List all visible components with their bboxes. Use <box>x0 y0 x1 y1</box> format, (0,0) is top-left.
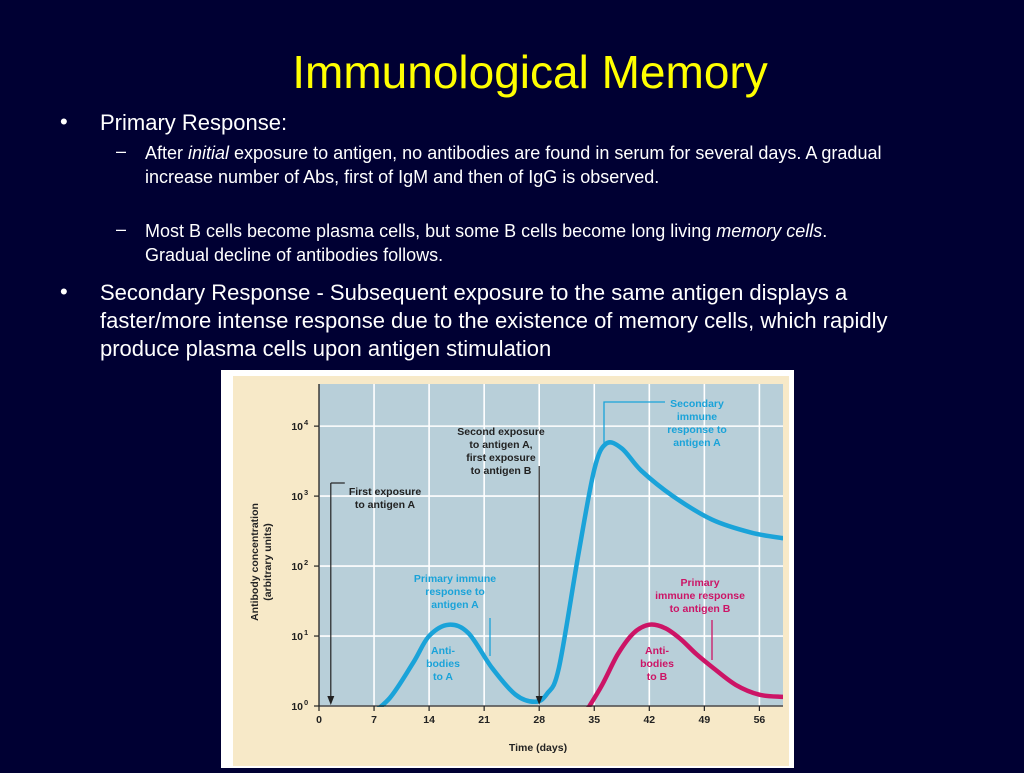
antibodies-to-b-label-line: Anti- <box>645 645 669 657</box>
y-tick-exponent: 0 <box>304 698 308 707</box>
series-line-a <box>376 440 783 707</box>
primary-response-a-label-line: antigen A <box>431 599 479 611</box>
primary-response-b-label-line: to antigen B <box>670 603 731 615</box>
x-tick-label: 56 <box>754 714 766 726</box>
antibodies-to-a-label-line: Anti- <box>431 645 455 657</box>
y-tick-label: 10 <box>291 561 303 573</box>
exposure-label-line: First exposure <box>349 486 422 498</box>
x-tick-label: 35 <box>588 714 600 726</box>
x-axis-title: Time (days) <box>509 742 567 754</box>
x-tick-label: 14 <box>423 714 435 726</box>
primary-response-heading: Primary Response: <box>100 110 288 135</box>
y-tick-exponent: 4 <box>304 418 309 427</box>
exposure-label: First exposure to antigen A <box>349 486 422 511</box>
primary-response-a-label-line: response to <box>425 586 485 598</box>
x-tick-label: 28 <box>533 714 545 726</box>
exposure-label-line: Second exposure <box>457 426 545 438</box>
bullet-marker: • <box>60 109 68 134</box>
y-tick-label: 10 <box>291 701 303 713</box>
sub-bullet-memory-cells: Most B cells become plasma cells, but so… <box>145 219 885 267</box>
y-tick-label: 10 <box>291 421 303 433</box>
antibodies-to-b-label-line: to B <box>647 671 668 683</box>
primary-response-b-label: Primary immune response to antigen B <box>655 577 745 615</box>
sub-bullet-emphasis: initial <box>188 143 230 163</box>
x-tick-label: 21 <box>478 714 490 726</box>
y-tick-exponent: 1 <box>304 628 308 637</box>
antibodies-to-a-label-line: bodies <box>426 658 460 670</box>
y-axis-title-line: (arbitrary units) <box>262 523 274 601</box>
x-tick-label: 0 <box>316 714 322 726</box>
exposure-arrowhead <box>327 696 335 705</box>
sub-bullet-text: After <box>145 143 189 163</box>
x-tick-label: 7 <box>371 714 377 726</box>
sub-bullet-text: Most B cells become plasma cells, but so… <box>145 221 717 241</box>
secondary-response-a-label-line: immune <box>677 411 717 423</box>
sub-bullet-text: exposure to antigen, no antibodies are f… <box>145 143 882 187</box>
y-tick-label: 10 <box>291 491 303 503</box>
primary-response-b-label-line: Primary <box>680 577 719 589</box>
y-tick-exponent: 3 <box>304 488 308 497</box>
secondary-response-a-pointer <box>603 401 665 443</box>
sub-bullet-emphasis: memory cells <box>716 221 823 241</box>
secondary-response-bullet: Secondary Response - Subsequent exposure… <box>100 279 930 363</box>
antibodies-to-a-label-line: to A <box>433 671 453 683</box>
bullet-marker: • <box>60 279 68 304</box>
antibodies-to-b-label-line: bodies <box>640 658 674 670</box>
secondary-response-heading: Secondary Response - <box>100 280 330 305</box>
secondary-response-a-label-line: antigen A <box>673 437 721 449</box>
exposure-label-line: to antigen B <box>471 465 532 477</box>
secondary-response-a-label-line: Secondary <box>670 398 724 410</box>
x-tick-label: 42 <box>643 714 655 726</box>
secondary-response-a-label-line: response to <box>667 424 727 436</box>
antibody-response-figure: 0 7 14 21 28 35 42 49 56 10 0 10 1 10 2 10 3 10 4 Time (day… <box>221 370 794 768</box>
sub-bullet-initial-exposure: After initial exposure to antigen, no an… <box>145 141 925 189</box>
exposure-label-line: to antigen A, <box>469 439 532 451</box>
y-tick-label: 10 <box>291 631 303 643</box>
exposure-label-line: first exposure <box>466 452 536 464</box>
plot-area <box>319 384 783 706</box>
primary-response-b-label-line: immune response <box>655 590 745 602</box>
series-line-b <box>586 622 783 707</box>
primary-response-a-label: Primary immune response to antigen A <box>414 573 496 611</box>
y-tick-exponent: 2 <box>304 558 308 567</box>
antibodies-to-b-label: Anti-bodies to B <box>640 645 674 683</box>
exposure-label: Second exposure to antigen A, first exposu… <box>457 426 545 477</box>
primary-response-a-label-line: Primary immune <box>414 573 496 585</box>
y-axis-title: Antibody concentration(arbitrary units) <box>249 503 274 621</box>
y-axis-title-line: Antibody concentration <box>249 503 261 621</box>
secondary-response-text: Subsequent exposure to the same antigen … <box>100 280 888 361</box>
exposure-label-line: to antigen A <box>355 499 416 511</box>
secondary-response-a-label: Secondary immune response to antigen A <box>667 398 727 449</box>
dash-marker: – <box>116 219 127 239</box>
slide-title: Immunological Memory <box>292 46 768 98</box>
sub-bullet-text: . Gradual decline of antibodies follows. <box>145 221 828 265</box>
x-tick-label: 49 <box>699 714 711 726</box>
exposure-arrowhead <box>535 696 543 705</box>
antibodies-to-a-label: Anti-bodies to A <box>426 645 460 683</box>
dash-marker: – <box>116 141 127 161</box>
